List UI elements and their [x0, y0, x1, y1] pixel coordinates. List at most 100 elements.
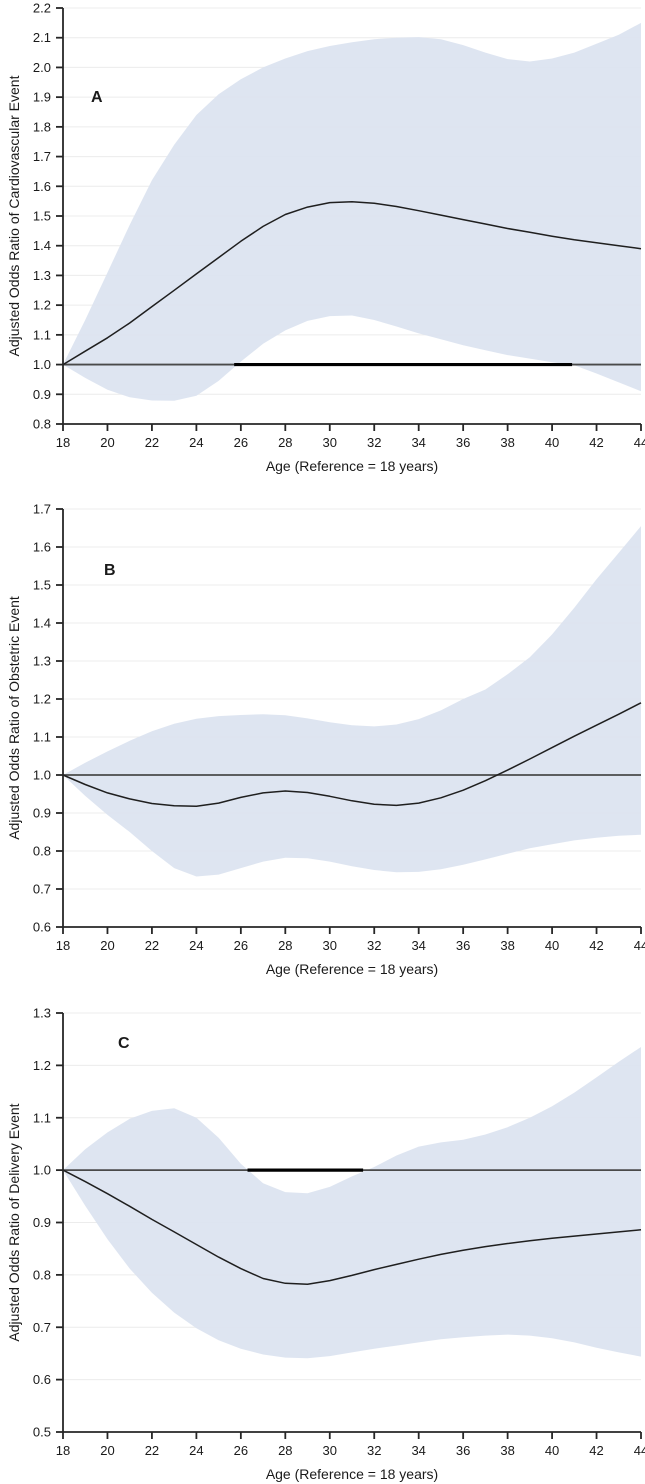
x-tick-label: 42 — [589, 938, 603, 953]
x-tick-label: 20 — [100, 1443, 114, 1458]
x-tick-label: 26 — [234, 1443, 248, 1458]
x-tick-label: 36 — [456, 435, 470, 450]
y-tick-label: 0.7 — [33, 1320, 51, 1335]
x-axis-title: Age (Reference = 18 years) — [266, 961, 438, 977]
y-axis-title: Adjusted Odds Ratio of Cardiovascular Ev… — [6, 75, 22, 356]
x-tick-label: 44 — [634, 435, 645, 450]
odds-ratio-curve — [62, 1169, 642, 1286]
x-tick-label: 34 — [411, 1443, 425, 1458]
panel-b-chart: 0.6 0.7 0.8 0.9 1.0 1.1 1.2 1.3 1.4 1.5 1.6 1.7 18 20… — [6, 502, 645, 978]
y-tick-label: 1.4 — [33, 238, 51, 253]
x-tick-label: 38 — [500, 435, 514, 450]
x-tick-label: 22 — [145, 435, 159, 450]
y-tick-label: 1.7 — [33, 502, 51, 517]
y-tick-label: 1.2 — [33, 1058, 51, 1073]
y-tick-label: 1.6 — [33, 179, 51, 194]
x-tick-label: 28 — [278, 1443, 292, 1458]
x-tick-label: 30 — [323, 435, 337, 450]
x-tick-label: 40 — [545, 1443, 559, 1458]
y-tick-label: 1.0 — [33, 357, 51, 372]
y-tick-label: 0.7 — [33, 882, 51, 897]
x-tick-label: 38 — [500, 938, 514, 953]
x-tick-label: 40 — [545, 435, 559, 450]
x-axis-title: Age (Reference = 18 years) — [266, 1466, 438, 1482]
y-tick-label: 1.0 — [33, 768, 51, 783]
x-tick-label: 44 — [634, 1443, 645, 1458]
odds-ratio-curve — [62, 200, 642, 366]
y-tick-label: 0.9 — [33, 387, 51, 402]
panel-letter: C — [118, 1035, 130, 1052]
y-tick-label: 2.0 — [33, 60, 51, 75]
x-tick-label: 30 — [323, 1443, 337, 1458]
x-tick-label: 20 — [100, 938, 114, 953]
y-tick-label: 1.8 — [33, 119, 51, 134]
x-tick-label: 36 — [456, 1443, 470, 1458]
panel-c: 0.5 0.6 0.7 0.8 0.9 1.0 1.1 1.2 1.3 18 20 22 24 26 28 3… — [0, 989, 645, 1484]
y-tick-label: 1.3 — [33, 654, 51, 669]
x-tick-label: 26 — [234, 938, 248, 953]
x-tick-label: 22 — [145, 1443, 159, 1458]
x-tick-label: 24 — [189, 1443, 203, 1458]
y-tick-label: 0.5 — [33, 1425, 51, 1440]
x-tick-label: 18 — [56, 435, 70, 450]
x-tick-label: 26 — [234, 435, 248, 450]
axes — [56, 1012, 642, 1439]
x-tick-label: 28 — [278, 938, 292, 953]
y-tick-label: 1.1 — [33, 730, 51, 745]
y-tick-label: 1.2 — [33, 692, 51, 707]
x-tick-label: 42 — [589, 435, 603, 450]
y-tick-label: 0.8 — [33, 417, 51, 432]
odds-ratio-curve — [62, 702, 642, 807]
y-tick-label: 0.9 — [33, 806, 51, 821]
y-tick-label: 0.6 — [33, 1372, 51, 1387]
y-tick-label: 1.6 — [33, 540, 51, 555]
x-tick-label: 18 — [56, 938, 70, 953]
y-tick-label: 1.2 — [33, 298, 51, 313]
x-tick-label: 32 — [367, 435, 381, 450]
x-tick-label: 20 — [100, 435, 114, 450]
panel-a: 0.8 0.9 1.0 1.1 1.2 1.3 1.4 1.5 1.6 1.7 1.8 1.9 2.0 2… — [0, 0, 645, 495]
y-tick-label: 1.0 — [33, 1163, 51, 1178]
y-tick-label: 0.9 — [33, 1215, 51, 1230]
x-tick-label: 18 — [56, 1443, 70, 1458]
y-tick-label: 0.8 — [33, 1267, 51, 1282]
panel-letter: A — [91, 89, 103, 106]
y-tick-label: 1.1 — [33, 1110, 51, 1125]
x-tick-label: 32 — [367, 1443, 381, 1458]
x-tick-label: 24 — [189, 435, 203, 450]
y-axis-title: Adjusted Odds Ratio of Delivery Event — [6, 1103, 22, 1341]
confidence-band — [63, 1047, 641, 1359]
axes — [56, 7, 642, 431]
y-tick-label: 1.1 — [33, 327, 51, 342]
tick-labels: 0.6 0.7 0.8 0.9 1.0 1.1 1.2 1.3 1.4 1.5 1.6 1.7 18 20… — [33, 502, 645, 954]
panel-letter: B — [104, 562, 116, 579]
y-tick-label: 1.4 — [33, 616, 51, 631]
x-tick-label: 36 — [456, 938, 470, 953]
y-tick-label: 0.6 — [33, 920, 51, 935]
axes — [56, 508, 642, 934]
y-tick-label: 1.5 — [33, 578, 51, 593]
x-tick-label: 44 — [634, 938, 645, 953]
panel-a-chart: 0.8 0.9 1.0 1.1 1.2 1.3 1.4 1.5 1.6 1.7 1.8 1.9 2.0 2… — [6, 1, 645, 475]
y-tick-label: 1.3 — [33, 268, 51, 283]
x-tick-label: 28 — [278, 435, 292, 450]
confidence-band — [63, 526, 641, 877]
x-tick-label: 40 — [545, 938, 559, 953]
x-tick-label: 24 — [189, 938, 203, 953]
x-axis-title: Age (Reference = 18 years) — [266, 458, 438, 474]
x-tick-label: 32 — [367, 938, 381, 953]
x-tick-label: 34 — [411, 938, 425, 953]
tick-labels: 0.5 0.6 0.7 0.8 0.9 1.0 1.1 1.2 1.3 18 20 22 24 26 28 3… — [33, 1006, 645, 1459]
y-axis-title: Adjusted Odds Ratio of Obstetric Event — [6, 596, 22, 840]
y-tick-label: 2.2 — [33, 1, 51, 16]
x-tick-label: 34 — [411, 435, 425, 450]
x-tick-label: 42 — [589, 1443, 603, 1458]
y-tick-label: 1.3 — [33, 1006, 51, 1021]
x-tick-label: 30 — [323, 938, 337, 953]
panel-c-chart: 0.5 0.6 0.7 0.8 0.9 1.0 1.1 1.2 1.3 18 20 22 24 26 28 3… — [6, 1006, 645, 1483]
confidence-band — [63, 22, 641, 401]
y-tick-label: 2.1 — [33, 30, 51, 45]
panel-b: 0.6 0.7 0.8 0.9 1.0 1.1 1.2 1.3 1.4 1.5 1.6 1.7 18 20… — [0, 495, 645, 989]
x-tick-label: 22 — [145, 938, 159, 953]
